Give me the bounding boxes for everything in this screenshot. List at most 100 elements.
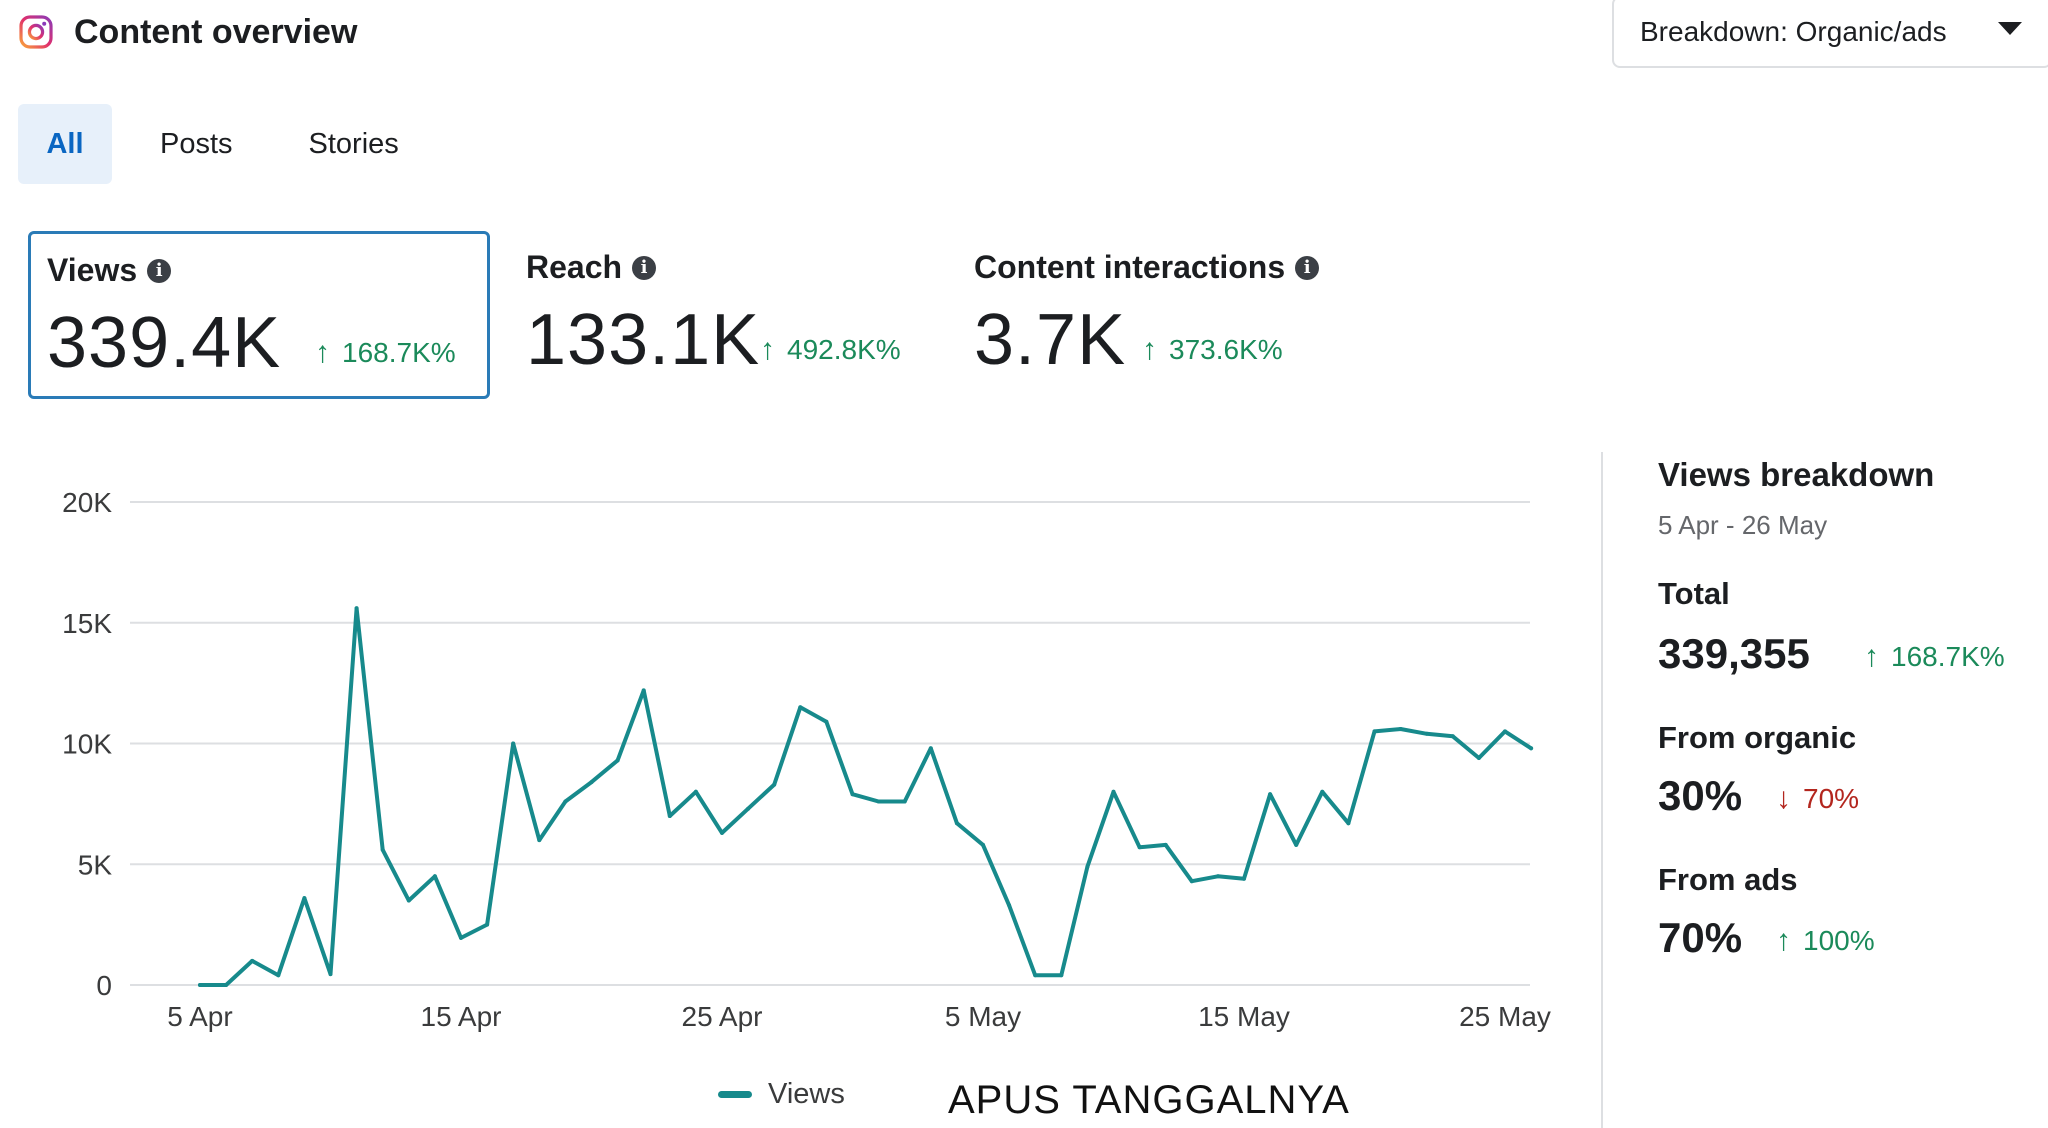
arrow-up-icon: ↑: [1142, 333, 1157, 366]
data-point: [641, 688, 646, 693]
views-series-line: [198, 606, 1534, 987]
data-point: [902, 799, 907, 804]
metric-label: Reach i: [526, 249, 657, 286]
x-tick-label: 15 May: [1198, 1001, 1290, 1032]
data-point: [224, 983, 229, 987]
content-type-tabs: All Posts Stories: [18, 104, 399, 184]
data-point: [720, 830, 724, 835]
x-tick-label: 15 Apr: [421, 1001, 502, 1032]
metric-label: Views i: [47, 252, 172, 289]
data-point: [250, 958, 255, 963]
data-point: [1189, 879, 1194, 884]
data-point: [276, 973, 281, 978]
ads-value: 70%: [1658, 914, 1743, 961]
data-point: [876, 799, 881, 804]
breakdown-dropdown-label: Breakdown: Organic/ads: [1640, 16, 1947, 47]
data-point: [1320, 789, 1325, 794]
y-tick-label: 15K: [62, 608, 112, 639]
total-value: 339,355: [1658, 630, 1810, 677]
data-point: [485, 922, 490, 927]
metric-card-reach[interactable]: Reach i 133.1K ↑ 492.8K%: [510, 231, 930, 399]
legend-swatch: [718, 1091, 752, 1098]
data-point: [667, 814, 672, 818]
organic-label: From organic: [1658, 720, 1857, 755]
metric-value: 339.4K: [47, 303, 282, 383]
data-point: [1268, 792, 1273, 797]
arrow-up-icon: ↑: [760, 333, 775, 366]
metric-delta-text: 373.6K%: [1169, 334, 1283, 365]
data-point: [850, 792, 855, 797]
data-point: [824, 719, 829, 724]
metric-delta-text: 168.7K%: [342, 337, 456, 368]
data-point: [1085, 864, 1090, 869]
arrow-up-icon: ↑: [315, 336, 330, 369]
data-point: [1059, 973, 1064, 978]
data-point: [981, 842, 985, 847]
data-point: [1111, 789, 1116, 794]
panel-divider: [1601, 452, 1603, 1128]
data-point: [1033, 973, 1038, 978]
data-point: [1007, 903, 1012, 908]
y-tick-label: 10K: [62, 729, 112, 760]
breakdown-date-range: 5 Apr - 26 May: [1658, 510, 1828, 540]
data-point: [928, 746, 933, 751]
legend-label: Views: [768, 1078, 845, 1110]
ads-label: From ads: [1658, 862, 1798, 897]
tab-all[interactable]: All: [18, 104, 112, 184]
organic-delta: ↓ 70%: [1776, 782, 1859, 816]
instagram-icon: [19, 15, 53, 49]
data-point: [589, 780, 594, 785]
info-icon[interactable]: i: [147, 258, 172, 283]
metric-delta: ↑ 492.8K%: [760, 333, 901, 367]
metric-delta: ↑ 168.7K%: [315, 336, 456, 370]
metric-card-content-interactions[interactable]: Content interactions i 3.7K ↑ 373.6K%: [958, 231, 1398, 399]
data-point: [432, 874, 437, 879]
info-icon[interactable]: i: [632, 255, 657, 280]
breakdown-dropdown[interactable]: Breakdown: Organic/ads: [1612, 0, 2048, 68]
arrow-up-icon: ↑: [1776, 924, 1791, 957]
content-overview-header: Content overview: [18, 8, 357, 56]
data-point: [302, 896, 307, 901]
data-point: [511, 741, 516, 746]
arrow-down-icon: ↓: [1776, 782, 1791, 815]
data-point: [328, 972, 333, 977]
data-point: [798, 705, 803, 710]
data-point: [563, 799, 568, 804]
metric-value: 133.1K: [526, 300, 761, 380]
x-tick-label: 25 Apr: [682, 1001, 763, 1032]
data-point: [1215, 874, 1220, 879]
arrow-up-icon: ↑: [1864, 640, 1879, 673]
metric-label-text: Views: [47, 252, 138, 288]
metric-card-views[interactable]: Views i 339.4K ↑ 168.7K%: [28, 231, 490, 399]
organic-value: 30%: [1658, 772, 1743, 819]
y-tick-label: 5K: [78, 849, 113, 880]
data-point: [954, 821, 959, 826]
metric-label: Content interactions i: [974, 249, 1320, 286]
data-point: [615, 758, 620, 763]
total-delta: ↑ 168.7K%: [1864, 640, 2005, 674]
metric-label-text: Content interactions: [974, 249, 1286, 285]
data-point: [1450, 734, 1455, 739]
page-title: Content overview: [74, 12, 358, 51]
data-point: [380, 847, 385, 852]
tab-posts[interactable]: Posts: [160, 127, 233, 160]
x-tick-label: 5 Apr: [167, 1001, 232, 1032]
x-tick-label: 5 May: [945, 1001, 1021, 1032]
data-point: [1398, 727, 1403, 731]
chart-legend[interactable]: Views: [718, 1078, 845, 1111]
data-point: [1424, 731, 1429, 736]
info-icon[interactable]: i: [1295, 255, 1320, 280]
total-label: Total: [1658, 576, 1730, 611]
data-point: [1242, 876, 1246, 881]
data-point: [1163, 842, 1168, 847]
ads-delta-text: 100%: [1803, 925, 1875, 956]
tab-stories[interactable]: Stories: [308, 127, 399, 160]
y-tick-label: 20K: [62, 487, 112, 518]
y-tick-label: 0: [96, 970, 112, 1001]
x-tick-label: 25 May: [1459, 1001, 1551, 1032]
data-point: [1294, 842, 1299, 847]
metric-delta-text: 492.8K%: [787, 334, 901, 365]
data-point: [537, 838, 542, 843]
data-point: [772, 782, 777, 787]
metric-label-text: Reach: [526, 249, 623, 285]
